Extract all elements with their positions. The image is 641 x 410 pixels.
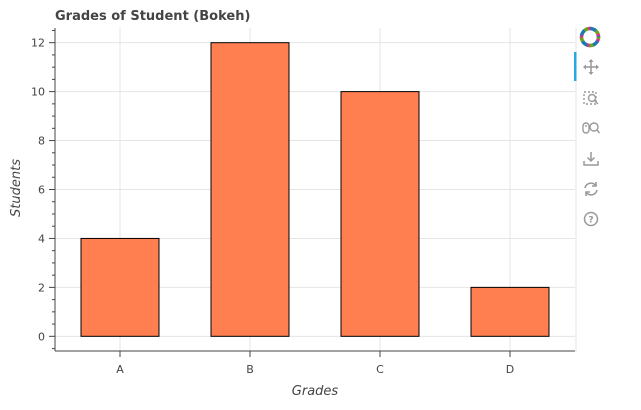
box-zoom-icon[interactable] (583, 91, 599, 105)
x-tick-label: C (376, 363, 384, 376)
y-tick-label: 0 (38, 330, 45, 343)
y-tick-label: 4 (38, 232, 45, 245)
save-icon[interactable] (583, 152, 599, 166)
svg-text:?: ? (588, 216, 593, 226)
pan-icon[interactable] (583, 59, 599, 75)
reset-icon[interactable] (584, 182, 598, 196)
x-tick-label: A (116, 363, 124, 376)
y-tick-label: 6 (38, 184, 45, 197)
chart-title: Grades of Student (Bokeh) (55, 9, 250, 24)
bar-D (470, 286, 550, 337)
x-tick-label: D (506, 363, 514, 376)
bar-C (340, 91, 420, 337)
y-tick-label: 10 (31, 86, 45, 99)
bar-A (80, 237, 160, 337)
y-tick-label: 12 (31, 37, 45, 50)
y-tick-label: 8 (38, 135, 45, 148)
bokeh-logo-icon[interactable] (579, 26, 601, 48)
axes: 0 2 4 6 8 10 12 A B C D (31, 28, 575, 376)
active-tool-indicator (574, 52, 577, 81)
y-axis-label: Students (9, 159, 24, 217)
help-icon[interactable]: ? (583, 211, 599, 227)
bar-B (210, 42, 290, 337)
wheel-zoom-icon[interactable] (582, 122, 601, 134)
y-tick-label: 2 (38, 281, 45, 294)
x-tick-label: B (246, 363, 254, 376)
toolbar: ? (574, 26, 601, 227)
bars (80, 42, 550, 337)
x-axis-label: Grades (292, 384, 339, 399)
